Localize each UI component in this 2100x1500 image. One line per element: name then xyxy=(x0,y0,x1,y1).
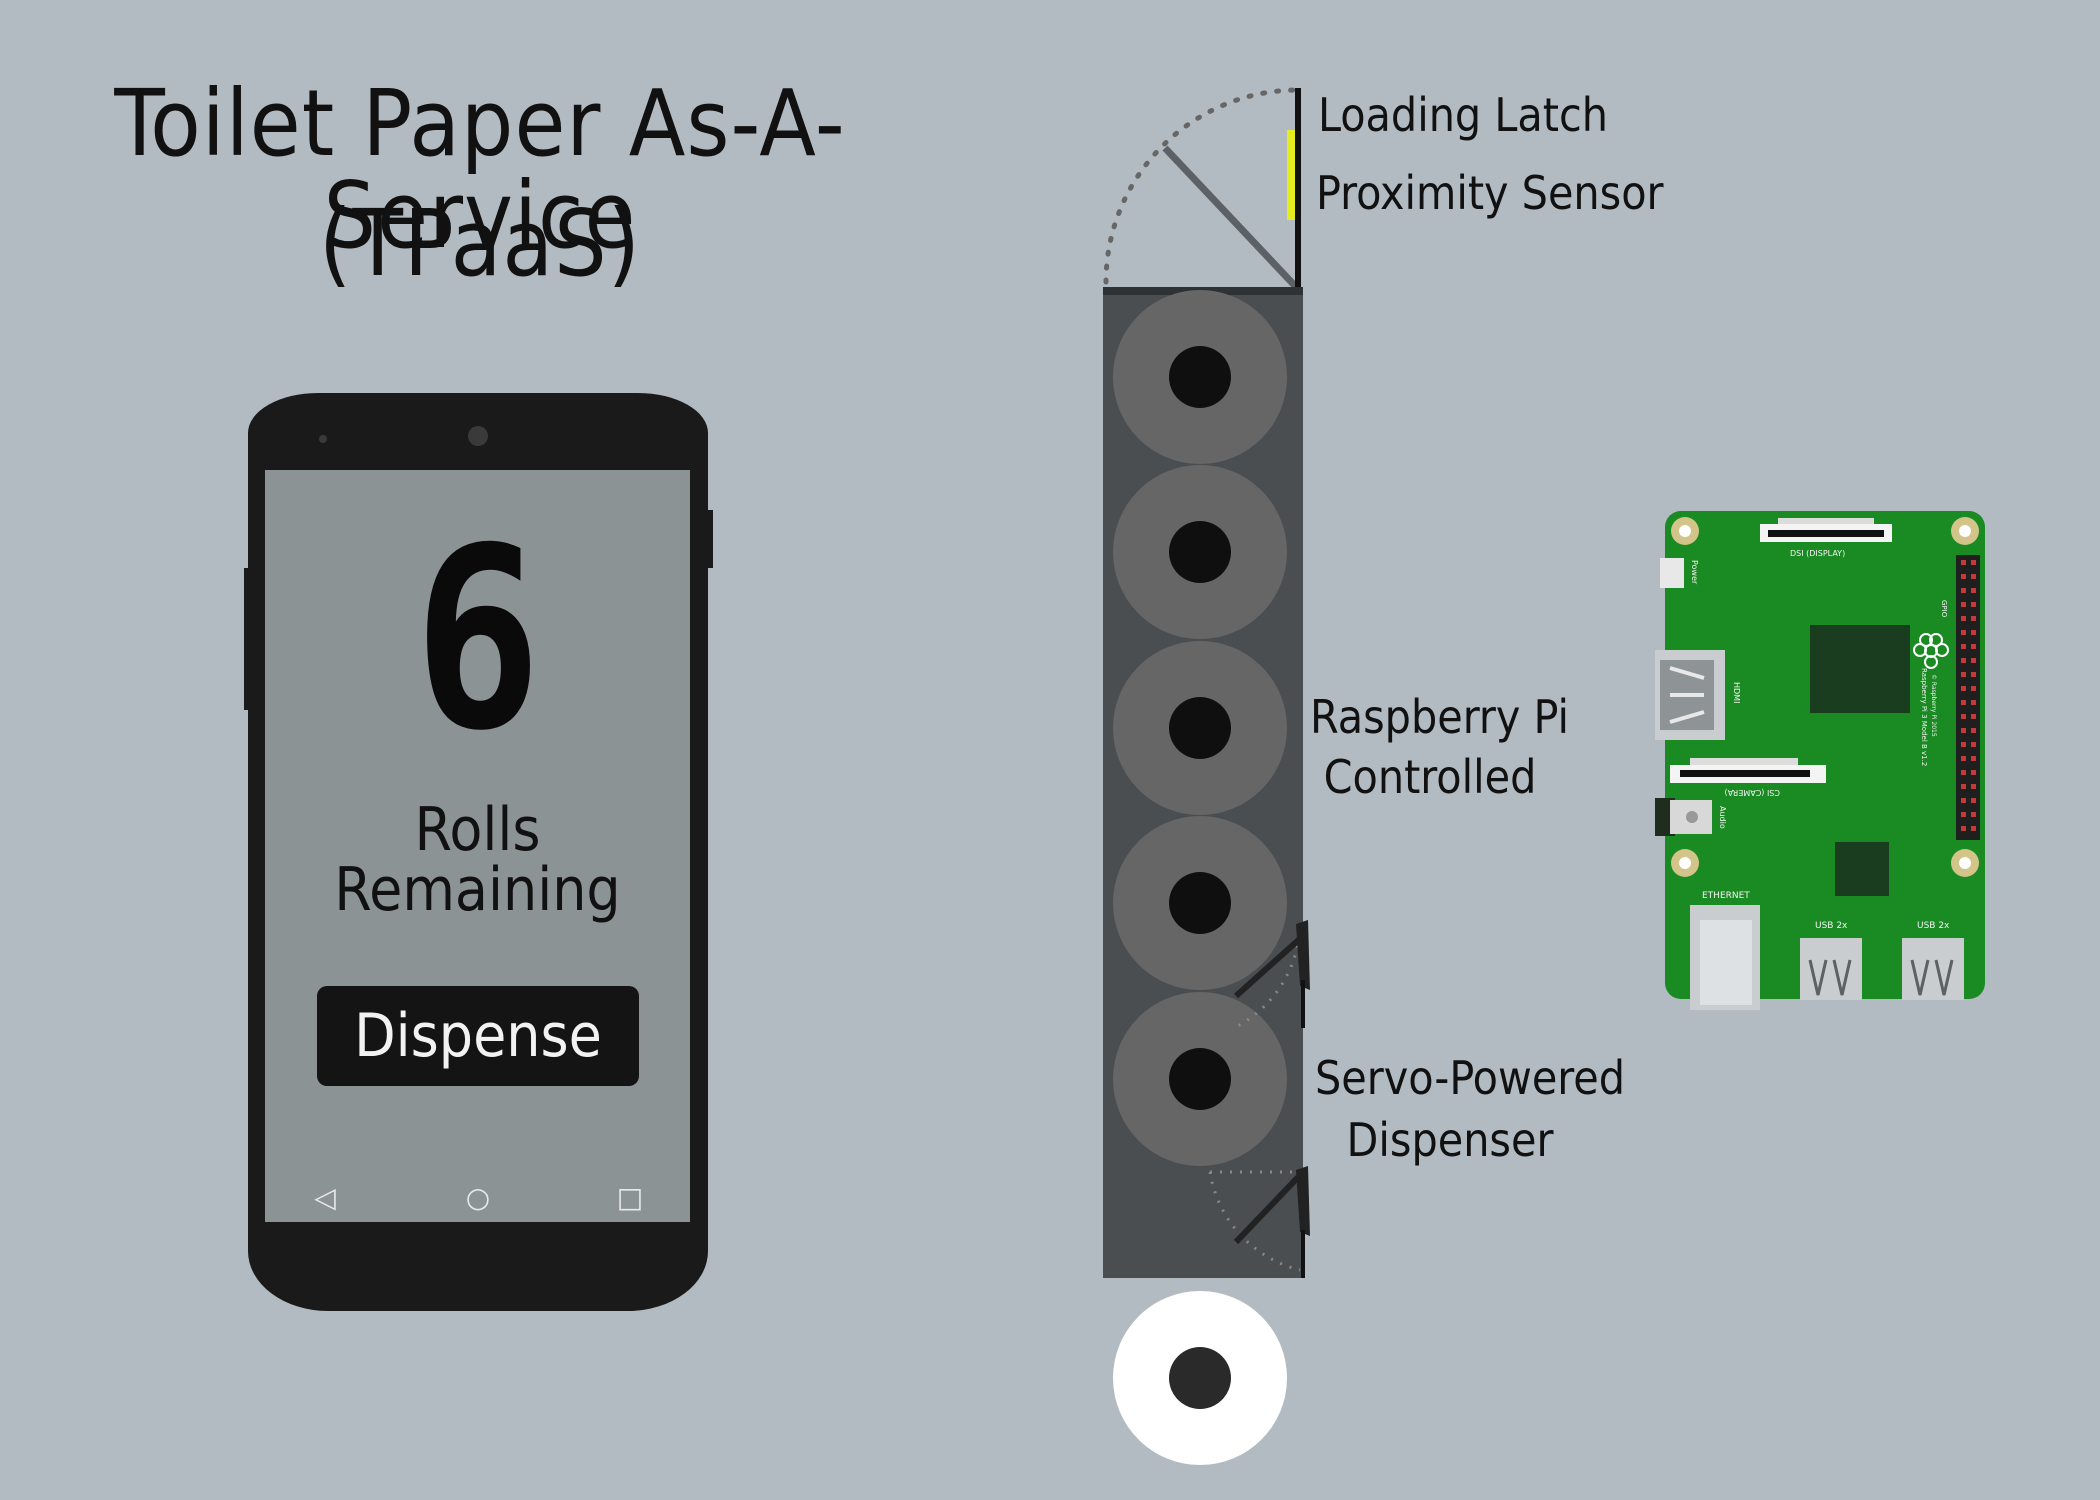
pi-usb-port-2 xyxy=(1902,938,1964,1000)
latch-swing-arc xyxy=(1103,87,1301,285)
raspberry-pi-label-line2: Controlled xyxy=(1323,750,1537,804)
gpio-pin xyxy=(1971,616,1976,621)
gpio-pin xyxy=(1971,742,1976,747)
page-subtitle: (TPaaS) xyxy=(319,190,641,297)
gpio-pin xyxy=(1961,826,1966,831)
gpio-pin xyxy=(1961,644,1966,649)
raspberry-pi-board: DSI (DISPLAY) Power GPIO Raspberry Pi 3 … xyxy=(1655,511,1985,1010)
gpio-pin xyxy=(1961,770,1966,775)
gpio-pin xyxy=(1961,616,1966,621)
latch-post xyxy=(1295,88,1301,288)
gpio-pin xyxy=(1961,686,1966,691)
phone-screen xyxy=(265,470,690,1222)
gpio-pin xyxy=(1961,588,1966,593)
roll-4 xyxy=(1113,816,1287,990)
proximity-sensor xyxy=(1287,130,1295,220)
gpio-pin xyxy=(1961,756,1966,761)
servo-label-line2: Dispenser xyxy=(1346,1113,1554,1167)
gpio-pin xyxy=(1971,574,1976,579)
proximity-sensor-label: Proximity Sensor xyxy=(1316,166,1664,220)
pi-model-label: Raspberry Pi 3 Model B v1.2 xyxy=(1920,668,1928,766)
phone-camera xyxy=(468,426,488,446)
rolls-remaining-count: 6 xyxy=(413,494,542,785)
gpio-pin xyxy=(1971,756,1976,761)
gpio-pin xyxy=(1961,812,1966,817)
roll-1 xyxy=(1113,290,1287,464)
pi-copyright-label: © Raspberry Pi 2015 xyxy=(1930,674,1937,737)
pi-ethernet-label: ETHERNET xyxy=(1702,891,1750,901)
phone-sensors xyxy=(319,426,488,446)
gpio-pin xyxy=(1971,630,1976,635)
pi-soc-chip xyxy=(1810,625,1910,713)
nav-home-icon[interactable]: ○ xyxy=(465,1181,491,1214)
phone-sensor-dot xyxy=(319,435,327,443)
gpio-pin xyxy=(1961,728,1966,733)
pi-power-label: Power xyxy=(1690,560,1699,585)
gpio-pin xyxy=(1971,798,1976,803)
dispensed-roll xyxy=(1113,1291,1287,1465)
phone-side-button-left xyxy=(244,568,254,710)
pi-power-connector xyxy=(1660,558,1684,588)
roll-5 xyxy=(1113,992,1287,1166)
gpio-pin xyxy=(1961,560,1966,565)
loading-latch-arm xyxy=(1162,145,1300,291)
roll-2 xyxy=(1113,465,1287,639)
nav-back-icon[interactable]: ◁ xyxy=(314,1181,336,1214)
gpio-pin xyxy=(1961,742,1966,747)
gpio-pin xyxy=(1961,798,1966,803)
dispense-button[interactable]: Dispense xyxy=(317,986,639,1086)
pi-audio-label: Audio xyxy=(1718,806,1727,829)
gpio-pin xyxy=(1961,784,1966,789)
nav-recent-icon[interactable]: □ xyxy=(616,1181,644,1214)
pi-mount-holes xyxy=(1671,517,1979,877)
gpio-pin xyxy=(1961,630,1966,635)
gpio-pin xyxy=(1971,826,1976,831)
phone-side-button-right xyxy=(704,510,713,568)
gpio-pin xyxy=(1971,644,1976,649)
pi-usb-port-1 xyxy=(1800,938,1862,1000)
loading-latch-label: Loading Latch xyxy=(1318,88,1608,142)
gpio-pin xyxy=(1971,560,1976,565)
pi-usb1-label: USB 2x xyxy=(1815,921,1848,931)
gpio-pin xyxy=(1971,672,1976,677)
servo-label-line1: Servo-Powered xyxy=(1315,1051,1626,1105)
pi-lan-chip xyxy=(1835,842,1889,896)
pi-csi-label: CSI (CAMERA) xyxy=(1724,788,1780,797)
gpio-pin xyxy=(1971,658,1976,663)
servo-flap-upper xyxy=(1233,920,1310,1030)
gpio-pin xyxy=(1961,602,1966,607)
servo-flap-lower xyxy=(1208,1166,1310,1278)
pi-gpio-header xyxy=(1956,555,1980,840)
gpio-pin xyxy=(1961,672,1966,677)
gpio-pin xyxy=(1971,812,1976,817)
pi-gpio-label: GPIO xyxy=(1940,600,1948,618)
raspberry-pi-label-line1: Raspberry Pi xyxy=(1310,690,1569,744)
gpio-pin xyxy=(1971,588,1976,593)
gpio-pin xyxy=(1971,686,1976,691)
rolls-remaining-label: Rolls Remaining xyxy=(334,795,621,925)
gpio-pin xyxy=(1961,658,1966,663)
gpio-pin xyxy=(1971,784,1976,789)
gpio-pin xyxy=(1971,602,1976,607)
page-title: Toilet Paper As-A-Service xyxy=(114,70,846,269)
pi-hdmi-label: HDMI xyxy=(1732,682,1741,703)
gpio-pin xyxy=(1971,700,1976,705)
pi-usb2-label: USB 2x xyxy=(1917,921,1950,931)
raspberry-logo-icon xyxy=(1913,633,1949,669)
gpio-pin xyxy=(1971,770,1976,775)
pi-dsi-label: DSI (DISPLAY) xyxy=(1790,549,1845,558)
gpio-pin xyxy=(1961,574,1966,579)
gpio-pin xyxy=(1971,714,1976,719)
gpio-pin xyxy=(1961,700,1966,705)
gpio-pin xyxy=(1961,714,1966,719)
roll-3 xyxy=(1113,641,1287,815)
dispenser-diagram xyxy=(1103,87,1310,1465)
gpio-pin xyxy=(1971,728,1976,733)
pi-gpio-pins xyxy=(1961,560,1976,831)
